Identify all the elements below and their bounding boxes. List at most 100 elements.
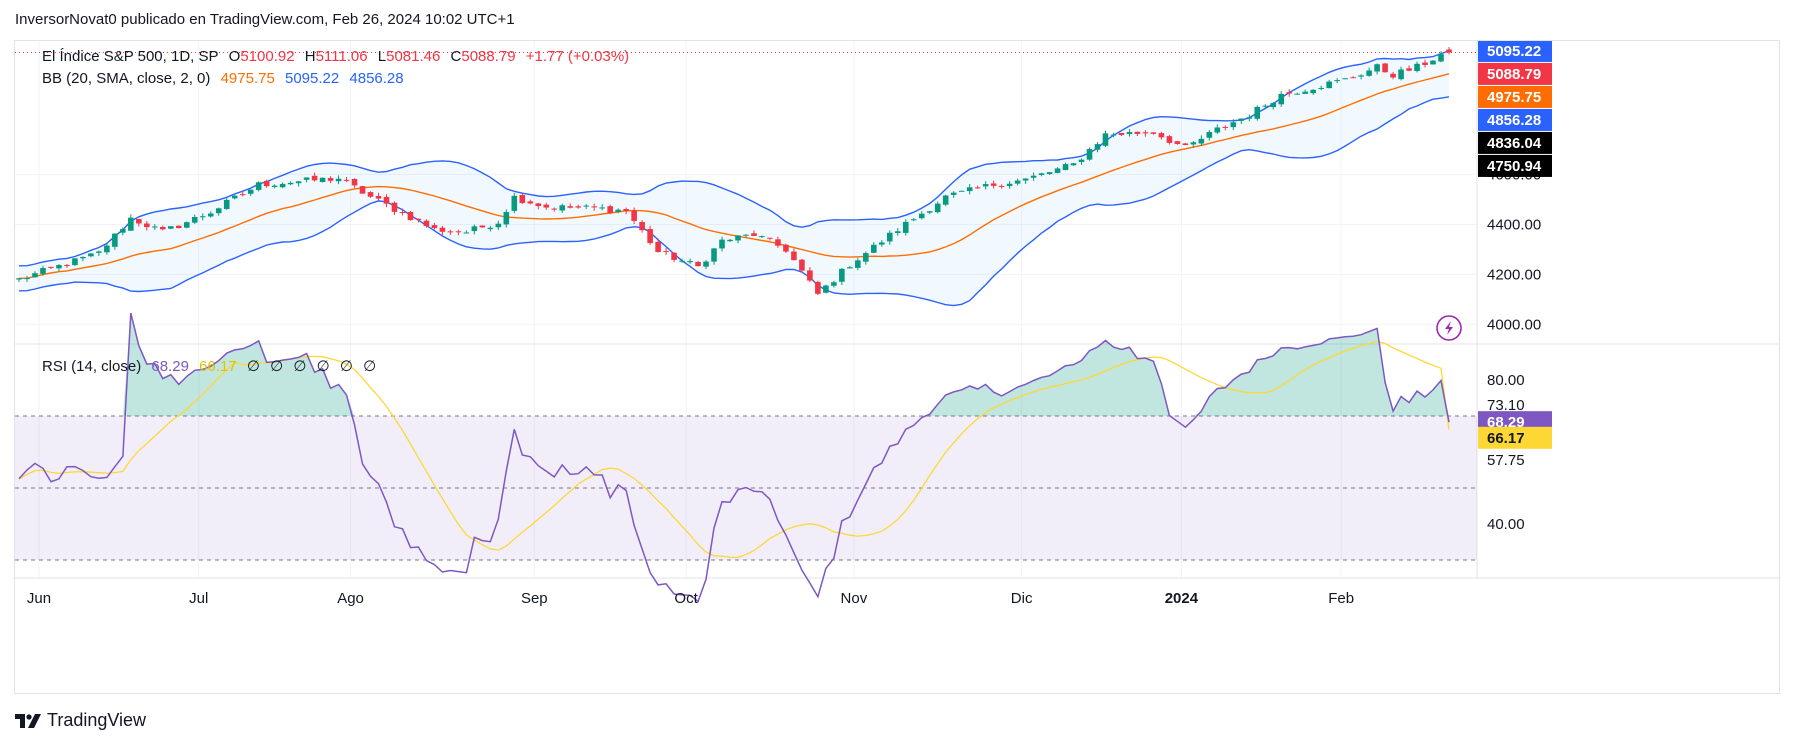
time-tick-label: Feb (1328, 590, 1354, 607)
rsi-tick-label: 73.10 (1487, 397, 1525, 414)
candle-body (671, 252, 677, 260)
candle-body (104, 245, 110, 253)
candle-body (815, 281, 821, 294)
candle-body (1206, 132, 1213, 138)
bb-label: BB (20, SMA, close, 2, 0) (42, 70, 211, 87)
candle (295, 181, 302, 187)
candle (72, 258, 78, 266)
candle (1254, 105, 1261, 121)
candle (607, 204, 613, 215)
candle (1318, 85, 1324, 91)
candle (1174, 140, 1181, 145)
price-badge (1478, 108, 1552, 131)
bb-legend: BB (20, SMA, close, 2, 0) 4975.75 5095.2… (42, 70, 410, 87)
candle (1350, 76, 1356, 79)
candle (1334, 78, 1340, 83)
candle-body (519, 195, 526, 203)
candle (1366, 67, 1372, 77)
candle (463, 230, 470, 234)
candle (1446, 46, 1452, 55)
symbol-label: El Índice S&P 500, 1D, SP (42, 48, 219, 65)
candle (407, 210, 414, 221)
candle (1142, 130, 1149, 137)
candle-body (231, 195, 238, 199)
candle (599, 204, 605, 211)
candle (966, 183, 973, 195)
candle (1310, 89, 1316, 95)
candle-body (1158, 133, 1165, 138)
candle-body (1214, 127, 1221, 133)
candle (271, 184, 278, 189)
tradingview-logo[interactable]: TradingView (15, 710, 146, 731)
candle-body (431, 225, 438, 229)
time-tick-label: Nov (841, 590, 868, 607)
candle (743, 234, 749, 238)
candle-body (295, 181, 302, 184)
candle-body (1174, 141, 1181, 144)
candle-body (263, 180, 270, 187)
candle (88, 253, 94, 258)
candle (823, 284, 829, 294)
candle-body (239, 194, 246, 196)
candle-body (551, 208, 558, 210)
candle (1438, 51, 1444, 63)
candle (831, 280, 837, 288)
price-badge (1478, 131, 1552, 154)
price-legend: El Índice S&P 500, 1D, SP O5100.92 H5111… (42, 48, 635, 65)
open-prefix: O (228, 48, 241, 65)
candle (1126, 129, 1133, 137)
candle (383, 194, 390, 208)
candle (567, 203, 574, 209)
candle-body (503, 212, 510, 225)
candle-body (1390, 73, 1396, 78)
candle-body (1310, 89, 1316, 94)
rsi-extra-value: ∅ (293, 358, 307, 375)
low-value: 5081.46 (386, 48, 441, 65)
candle (495, 220, 502, 230)
candle (335, 175, 342, 185)
candle-body (1150, 132, 1157, 134)
candle (80, 256, 86, 262)
candle (1038, 172, 1045, 177)
candle (1238, 118, 1245, 124)
candle (775, 236, 781, 248)
candle (735, 235, 741, 244)
candle (343, 177, 350, 183)
candle-body (1398, 69, 1404, 80)
candle (1286, 88, 1293, 97)
candle (767, 237, 773, 241)
price-tick-label: 4000.00 (1487, 316, 1541, 333)
candle (399, 208, 406, 216)
candle-body (639, 221, 645, 231)
candle (1206, 129, 1213, 141)
candle-body (1230, 122, 1237, 128)
candle (1198, 135, 1205, 147)
candle (375, 192, 382, 201)
candle-body (950, 192, 957, 195)
candle-body (311, 175, 318, 181)
candle (32, 271, 38, 278)
candle (1294, 92, 1301, 95)
candle (719, 236, 725, 252)
candle (855, 257, 861, 271)
candle (487, 225, 494, 232)
candle (1382, 62, 1388, 73)
candle (1182, 142, 1189, 146)
candle (247, 189, 254, 196)
candle-body (343, 179, 350, 181)
candle (367, 191, 374, 198)
close-prefix: C (450, 48, 462, 65)
candle-body (215, 208, 222, 214)
chart-canvas[interactable]: 4000.004200.004400.004600.005095.225088.… (15, 41, 1779, 693)
candle-body (80, 256, 86, 259)
candle (1414, 61, 1420, 73)
candle-body (543, 204, 550, 208)
candle-body (1014, 180, 1021, 184)
candle-body (407, 211, 414, 221)
candle-body (40, 268, 46, 274)
candle-body (383, 196, 390, 204)
candle-body (1422, 62, 1428, 65)
candle (16, 277, 22, 282)
candle-body (1166, 136, 1173, 143)
candle (998, 184, 1005, 189)
